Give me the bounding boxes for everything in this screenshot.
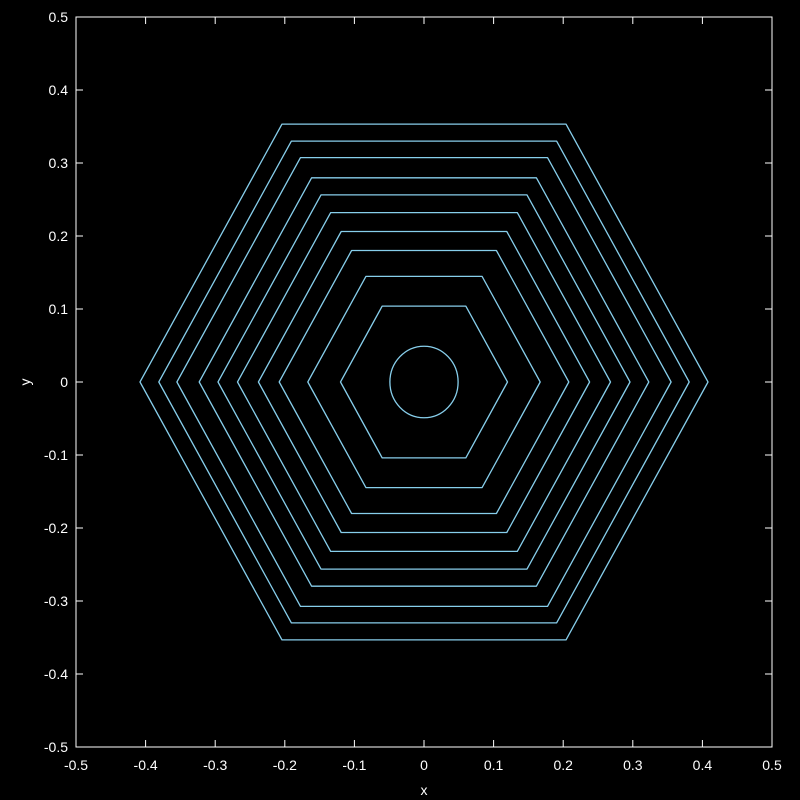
contour-line: [236, 211, 612, 553]
y-tick-label: -0.4: [44, 666, 68, 682]
x-tick-label: 0.1: [484, 757, 504, 773]
x-tick-label: 0.4: [693, 757, 713, 773]
x-tick-label: 0.2: [553, 757, 573, 773]
y-tick-label: -0.2: [44, 520, 68, 536]
contour-line-inner: [389, 345, 459, 419]
y-tick-labels: -0.5 -0.4 -0.3 -0.2 -0.1 0 0.1 0.2 0.3 0.4 0.5: [44, 9, 68, 755]
contour-line: [278, 249, 570, 515]
contour-lines: [139, 123, 709, 641]
y-tick-label: -0.5: [44, 739, 68, 755]
x-tick-label: -0.3: [203, 757, 227, 773]
contour-line: [176, 156, 672, 608]
x-tick-label: -0.2: [273, 757, 297, 773]
contour-line: [307, 275, 541, 489]
plot-frame: [75, 16, 773, 748]
y-tick-label: 0.5: [49, 9, 69, 25]
x-tick-labels: -0.5 -0.4 -0.3 -0.2 -0.1 0 0.1 0.2 0.3 0.4 0.5: [64, 757, 782, 773]
y-tick-label: 0.2: [49, 228, 69, 244]
x-tick-label: -0.4: [134, 757, 158, 773]
y-tick-label: -0.1: [44, 447, 68, 463]
x-tick-label: 0: [420, 757, 428, 773]
y-tick-label: 0.4: [49, 82, 69, 98]
contour-line: [158, 140, 690, 624]
y-tick-label: -0.3: [44, 593, 68, 609]
contour-line: [257, 230, 591, 534]
y-tick-label: 0.1: [49, 301, 69, 317]
contour-line: [198, 177, 650, 587]
x-axis-label: x: [421, 782, 428, 798]
x-tick-label: 0.3: [623, 757, 643, 773]
y-tick-label: 0.3: [49, 155, 69, 171]
y-tick-label: 0: [60, 374, 68, 390]
x-tick-label: -0.5: [64, 757, 88, 773]
contour-line: [217, 194, 631, 570]
contour-line: [139, 123, 709, 641]
y-axis-label: y: [17, 379, 33, 386]
x-tick-label: -0.1: [342, 757, 366, 773]
ticks: [75, 16, 773, 748]
contour-line: [339, 305, 509, 459]
x-tick-label: 0.5: [762, 757, 782, 773]
